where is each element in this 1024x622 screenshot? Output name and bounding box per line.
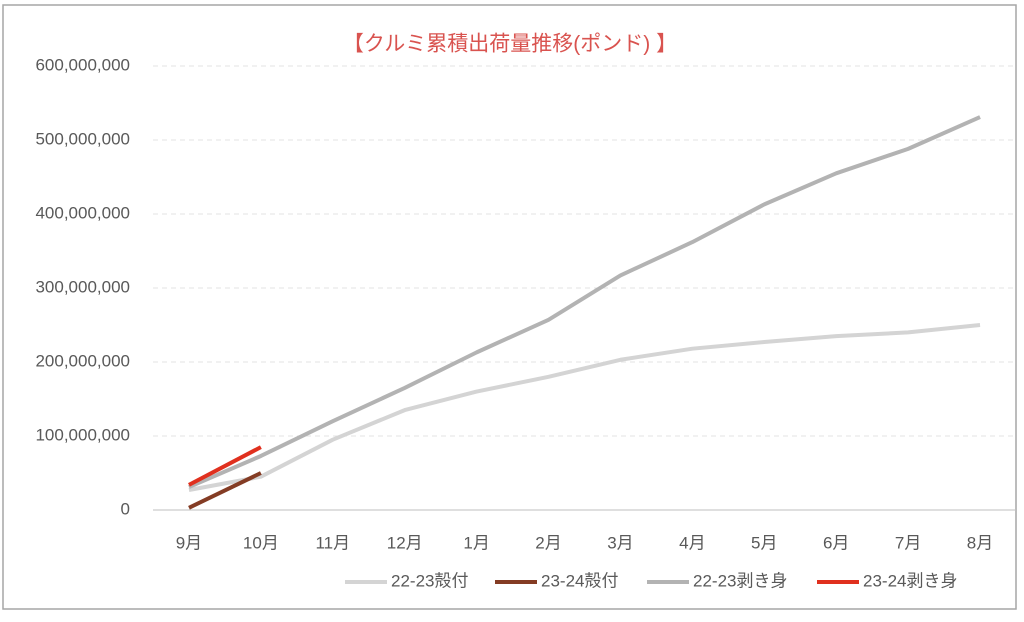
y-tick-label: 500,000,000 bbox=[35, 129, 130, 148]
x-tick-label: 7月 bbox=[895, 533, 921, 552]
series-line bbox=[188, 445, 262, 487]
series-line bbox=[188, 115, 981, 489]
x-tick-label: 12月 bbox=[387, 533, 423, 552]
legend-label: 22-23殻付 bbox=[391, 571, 468, 590]
x-tick-label: 10月 bbox=[243, 533, 279, 552]
y-tick-label: 100,000,000 bbox=[35, 425, 130, 444]
x-tick-label: 1月 bbox=[463, 533, 489, 552]
x-tick-label: 8月 bbox=[967, 533, 993, 552]
y-tick-label: 300,000,000 bbox=[35, 277, 130, 296]
x-tick-label: 2月 bbox=[535, 533, 561, 552]
series-line bbox=[188, 323, 981, 492]
x-tick-label: 9月 bbox=[176, 533, 202, 552]
chart-border bbox=[2, 4, 1017, 610]
x-tick-label: 11月 bbox=[315, 533, 350, 552]
y-tick-label: 400,000,000 bbox=[35, 203, 130, 222]
y-tick-label: 200,000,000 bbox=[35, 351, 130, 370]
y-tick-label: 0 bbox=[121, 499, 130, 518]
x-tick-label: 3月 bbox=[607, 533, 633, 552]
legend-label: 23-24殻付 bbox=[541, 571, 618, 590]
legend-label: 22-23剥き身 bbox=[693, 571, 787, 590]
x-tick-label: 5月 bbox=[751, 533, 777, 552]
series-line bbox=[188, 471, 262, 510]
y-tick-label: 600,000,000 bbox=[35, 55, 130, 74]
x-tick-label: 4月 bbox=[679, 533, 705, 552]
x-tick-label: 6月 bbox=[823, 533, 849, 552]
legend-label: 23-24剥き身 bbox=[863, 571, 957, 590]
chart-title: 【クルミ累積出荷量推移(ポンド) 】 bbox=[343, 33, 677, 56]
